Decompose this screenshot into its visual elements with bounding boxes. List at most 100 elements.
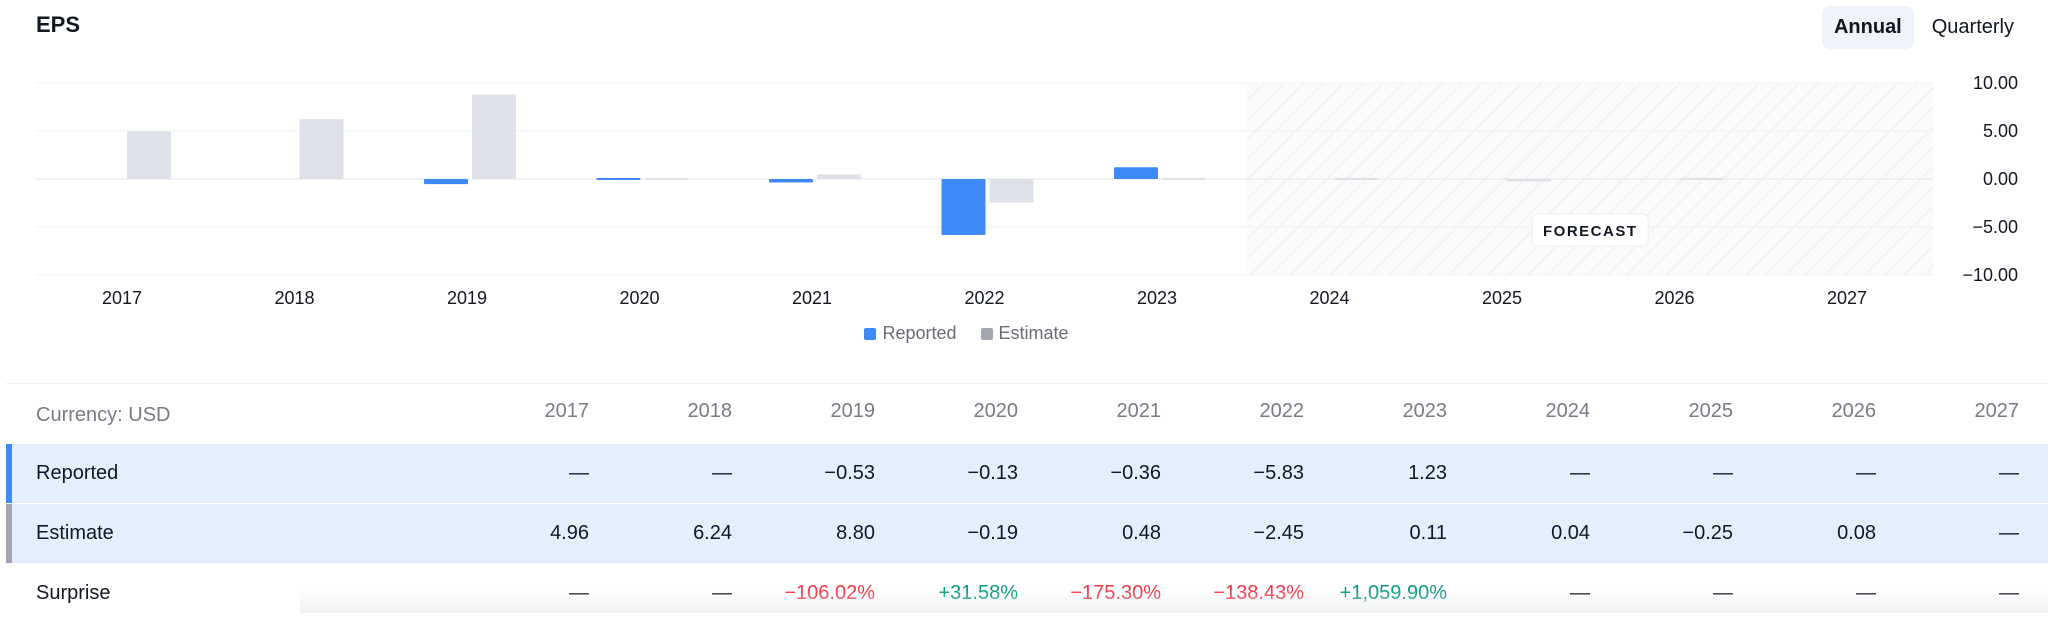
estimate-bar-2021 [817, 174, 861, 179]
x-tick-label: 2020 [619, 288, 659, 308]
reported-bar-2020 [596, 178, 641, 180]
table-cell: +1,059.90% [1339, 582, 1447, 604]
table-cell: — [712, 582, 732, 604]
estimate-bar-2017 [127, 131, 171, 179]
table-cell: — [1570, 582, 1590, 604]
forecast-badge [1531, 213, 1649, 247]
year-header-cell: 2017 [544, 400, 590, 422]
table-cell: — [1999, 522, 2019, 544]
x-tick-label: 2021 [792, 288, 832, 308]
period-toggle: Annual Quarterly [1821, 6, 2026, 49]
y-tick-label: 5.00 [1983, 121, 2018, 141]
estimate-bar-2025 [1507, 179, 1551, 182]
table-cell: — [1856, 582, 1876, 604]
table-cell: — [712, 462, 732, 484]
table-cell: 0.48 [1122, 522, 1161, 544]
year-header-cell: 2022 [1259, 400, 1305, 422]
x-tick-label: 2026 [1654, 288, 1694, 308]
table-cell: −2.45 [1253, 522, 1304, 544]
table-cell: 4.96 [550, 522, 589, 544]
table-cell: +31.58% [938, 582, 1018, 604]
chart-legend: Reported Estimate [0, 323, 1933, 344]
year-header-cell: 2025 [1688, 400, 1734, 422]
year-header-cell: 2027 [1974, 400, 2020, 422]
divider [6, 383, 2048, 384]
x-tick-label: 2024 [1309, 288, 1349, 308]
table-cell: −106.02% [784, 582, 875, 604]
y-tick-label: −5.00 [1972, 217, 2018, 237]
quarterly-tab[interactable]: Quarterly [1931, 16, 2014, 38]
eps-table: Currency: USD 2017 2018 2019 2020 2021 2022 20… [6, 384, 2048, 623]
table-cell: −138.43% [1213, 582, 1304, 604]
estimate-swatch [980, 327, 993, 340]
estimate-bar-2024 [1334, 178, 1379, 180]
estimate-bar-2019 [472, 94, 516, 179]
year-header-cell: 2020 [973, 400, 1019, 422]
table-cell: — [569, 582, 589, 604]
reported-bar-2023 [1114, 167, 1158, 179]
x-tick-label: 2019 [447, 288, 487, 308]
table-cell: 0.08 [1837, 522, 1876, 544]
table-cell: — [1713, 462, 1733, 484]
table-cell: −175.30% [1070, 582, 1161, 604]
table-cell: — [569, 462, 589, 484]
estimate-bar-2020 [644, 178, 689, 180]
estimate-bar-2018 [299, 119, 344, 179]
reported-row-marker [6, 444, 12, 503]
year-header-cell: 2021 [1116, 400, 1162, 422]
estimate-row-marker [6, 504, 12, 563]
year-header-cell: 2024 [1545, 400, 1591, 422]
x-tick-label: 2027 [1827, 288, 1867, 308]
row-label-estimate: Estimate [36, 522, 114, 544]
table-row-surprise: Surprise — — −106.02% +31.58% −175.30% −138.4… [6, 563, 2048, 623]
table-cell: — [1856, 462, 1876, 484]
x-tick-label: 2018 [274, 288, 314, 308]
table-cell: −5.83 [1253, 462, 1304, 484]
table-cell: −0.25 [1682, 522, 1733, 544]
row-label-surprise: Surprise [36, 582, 111, 604]
y-tick-label: −10.00 [1962, 265, 2018, 285]
reported-bar-2021 [769, 179, 813, 183]
estimate-bar-2022 [989, 179, 1034, 203]
year-header-cell: 2018 [687, 400, 733, 422]
table-cell: −0.13 [967, 462, 1018, 484]
reported-bar-2019 [424, 179, 468, 185]
forecast-label: FORECAST [1543, 223, 1638, 240]
legend-label-estimate: Estimate [998, 323, 1069, 343]
x-tick-label: 2023 [1137, 288, 1177, 308]
table-header-row: Currency: USD 2017 2018 2019 2020 2021 2022 20… [6, 384, 2048, 443]
table-row-reported: Reported — — −0.53 −0.13 −0.36 −5.83 1.23 — — — — [6, 443, 2048, 503]
reported-swatch [864, 327, 877, 340]
year-header-cell: 2019 [830, 400, 876, 422]
table-cell: −0.36 [1110, 462, 1161, 484]
table-cell: 1.23 [1408, 462, 1447, 484]
eps-chart: 2017 2018 2019 2020 2021 2022 2023 2024 2025 2026… [36, 73, 2018, 308]
y-tick-label: 0.00 [1983, 169, 2018, 189]
table-cell: 0.04 [1551, 522, 1590, 544]
reported-bar-2022 [941, 179, 986, 235]
table-row-estimate: Estimate 4.96 6.24 8.80 −0.19 0.48 −2.45 0.11 0… [6, 503, 2048, 563]
row-label-reported: Reported [36, 462, 119, 484]
table-cell: 6.24 [693, 522, 732, 544]
estimate-bar-2023 [1162, 178, 1206, 180]
table-cell: 8.80 [836, 522, 875, 544]
page-title: EPS [36, 12, 81, 37]
table-cell: 0.11 [1409, 522, 1447, 544]
table-cell: −0.19 [967, 522, 1018, 544]
estimate-bar-2026 [1679, 178, 1724, 180]
table-cell: — [1713, 582, 1733, 604]
table-cell: — [1999, 582, 2019, 604]
legend-item-estimate: Estimate [980, 323, 1069, 344]
year-header-cell: 2023 [1402, 400, 1448, 422]
legend-item-reported: Reported [864, 323, 957, 344]
y-tick-label: 10.00 [1973, 73, 2018, 93]
legend-label-reported: Reported [882, 323, 957, 343]
x-tick-label: 2025 [1482, 288, 1522, 308]
table-cell: — [1570, 462, 1590, 484]
currency-label: Currency: USD [36, 404, 171, 426]
table-cell: −0.53 [824, 462, 875, 484]
x-tick-label: 2022 [964, 288, 1004, 308]
year-header-cell: 2026 [1831, 400, 1877, 422]
table-cell: — [1999, 462, 2019, 484]
annual-tab[interactable]: Annual [1821, 6, 1914, 49]
